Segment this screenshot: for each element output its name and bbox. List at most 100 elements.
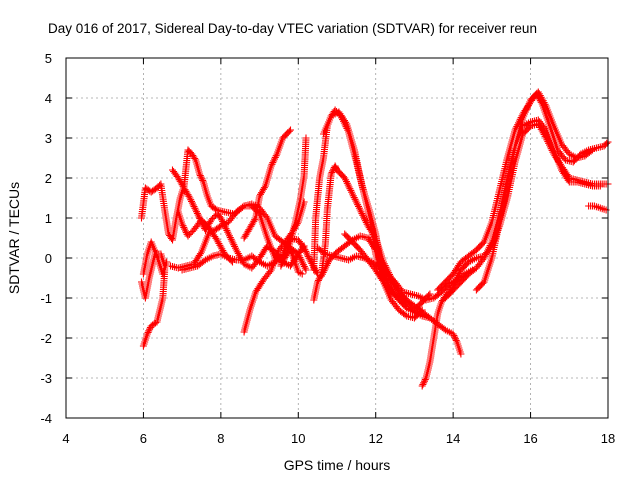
data-point (359, 235, 361, 237)
data-point (460, 281, 462, 283)
data-point (417, 295, 419, 297)
data-point (301, 273, 303, 275)
data-point (309, 259, 311, 261)
series-trace (585, 202, 610, 214)
data-point (537, 91, 539, 93)
data-point (144, 187, 146, 189)
data-point (452, 289, 454, 291)
data-point (255, 217, 257, 219)
data-point (330, 115, 332, 117)
data-point (171, 239, 174, 241)
data-point (189, 197, 191, 199)
series-arc-22 (585, 202, 610, 214)
data-point (475, 257, 477, 259)
data-point (344, 245, 346, 247)
data-point (460, 261, 462, 263)
data-point (187, 149, 189, 151)
data-point (270, 165, 272, 167)
data-point (603, 145, 605, 147)
data-point (591, 149, 594, 151)
data-point (398, 297, 400, 299)
y-tick-label: 0 (45, 251, 52, 266)
data-point (553, 125, 555, 127)
data-point (560, 169, 563, 171)
data-point (228, 233, 230, 235)
data-point (444, 297, 446, 299)
data-point (421, 315, 423, 317)
data-point (274, 235, 276, 237)
x-tick-label: 4 (62, 431, 69, 446)
data-point (326, 209, 328, 211)
data-point (162, 273, 164, 275)
data-point (537, 119, 539, 121)
data-point (413, 317, 416, 319)
series-arc-1 (139, 266, 169, 350)
data-point (444, 329, 446, 331)
data-point (276, 153, 278, 155)
data-point (235, 249, 237, 251)
data-point (266, 265, 268, 267)
data-point (315, 217, 317, 219)
data-point (303, 175, 305, 177)
data-point (433, 297, 435, 299)
data-point (369, 211, 371, 213)
data-point (406, 299, 408, 301)
data-point (140, 217, 143, 219)
data-point (514, 161, 516, 163)
data-point (189, 267, 191, 269)
data-point (402, 291, 404, 293)
data-point (258, 261, 261, 263)
data-point (270, 269, 272, 271)
data-point (593, 205, 596, 207)
series-trace (139, 238, 171, 278)
data-point (413, 305, 416, 307)
data-point (235, 211, 237, 213)
data-point (295, 217, 297, 219)
series-arc-9 (240, 198, 308, 336)
data-point (398, 291, 400, 293)
data-point (382, 267, 385, 269)
data-series (138, 88, 612, 390)
data-point (150, 325, 152, 327)
data-point (553, 149, 555, 151)
data-point (348, 259, 350, 261)
data-point (367, 237, 369, 239)
data-point (322, 157, 325, 159)
y-tick-label: 5 (45, 51, 52, 66)
data-point (282, 137, 284, 139)
data-point (266, 237, 268, 239)
data-point (206, 195, 208, 197)
data-point (334, 109, 336, 111)
data-point (421, 311, 423, 313)
data-point (243, 263, 245, 265)
data-point (437, 289, 439, 291)
data-point (175, 217, 177, 219)
data-point (506, 177, 508, 179)
data-point (522, 125, 524, 127)
data-point (305, 269, 307, 271)
series-arc-3 (138, 146, 322, 278)
data-point (560, 143, 563, 145)
data-point (146, 333, 148, 335)
data-point (146, 253, 148, 255)
data-point (262, 279, 265, 281)
data-point (216, 213, 218, 215)
data-point (378, 267, 381, 269)
data-point (568, 181, 570, 183)
data-point (160, 183, 162, 185)
data-point (258, 257, 261, 259)
data-point (344, 233, 346, 235)
data-point (599, 185, 601, 187)
data-point (278, 249, 280, 251)
data-point (297, 271, 299, 273)
data-point (164, 209, 166, 211)
data-point (144, 297, 146, 299)
data-point (346, 123, 348, 125)
data-point (468, 255, 470, 257)
data-point (584, 183, 586, 185)
y-tick-label: 1 (45, 211, 52, 226)
data-point (313, 269, 315, 271)
data-point (375, 249, 377, 251)
data-point (413, 311, 416, 313)
